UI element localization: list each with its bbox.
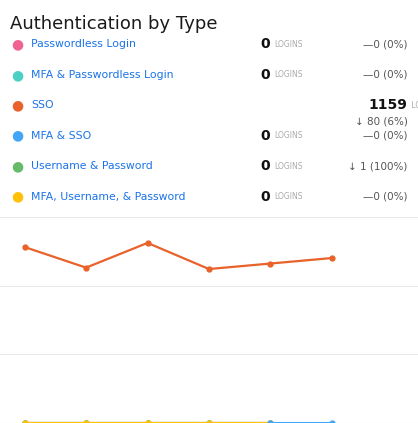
Text: LOGINS: LOGINS bbox=[409, 101, 418, 110]
Text: ●: ● bbox=[12, 98, 24, 113]
Text: 1159: 1159 bbox=[369, 98, 408, 113]
Text: 0: 0 bbox=[260, 159, 270, 173]
Text: ●: ● bbox=[12, 68, 24, 82]
Text: 0: 0 bbox=[260, 129, 270, 143]
Text: ●: ● bbox=[12, 159, 24, 173]
Text: Passwordless Login: Passwordless Login bbox=[31, 39, 136, 49]
Text: LOGINS: LOGINS bbox=[274, 131, 302, 140]
Text: LOGINS: LOGINS bbox=[274, 192, 302, 201]
Text: LOGINS: LOGINS bbox=[274, 40, 302, 49]
Text: —0 (0%): —0 (0%) bbox=[363, 192, 408, 202]
Text: ●: ● bbox=[12, 129, 24, 143]
Text: —0 (0%): —0 (0%) bbox=[363, 131, 408, 141]
Text: 0: 0 bbox=[260, 37, 270, 52]
Text: MFA & Passwordless Login: MFA & Passwordless Login bbox=[31, 70, 174, 80]
Text: MFA, Username, & Password: MFA, Username, & Password bbox=[31, 192, 186, 202]
Text: 0: 0 bbox=[260, 68, 270, 82]
Text: Authentication by Type: Authentication by Type bbox=[10, 15, 218, 33]
Text: LOGINS: LOGINS bbox=[274, 162, 302, 171]
Text: ●: ● bbox=[12, 37, 24, 52]
Text: MFA & SSO: MFA & SSO bbox=[31, 131, 92, 141]
Text: Username & Password: Username & Password bbox=[31, 161, 153, 171]
Text: ●: ● bbox=[12, 190, 24, 204]
Text: 0: 0 bbox=[260, 190, 270, 204]
Text: LOGINS: LOGINS bbox=[274, 70, 302, 80]
Text: ↓ 80 (6%): ↓ 80 (6%) bbox=[355, 116, 408, 126]
Text: ↓ 1 (100%): ↓ 1 (100%) bbox=[348, 161, 408, 171]
Text: —0 (0%): —0 (0%) bbox=[363, 39, 408, 49]
Text: —0 (0%): —0 (0%) bbox=[363, 70, 408, 80]
Text: SSO: SSO bbox=[31, 100, 54, 110]
